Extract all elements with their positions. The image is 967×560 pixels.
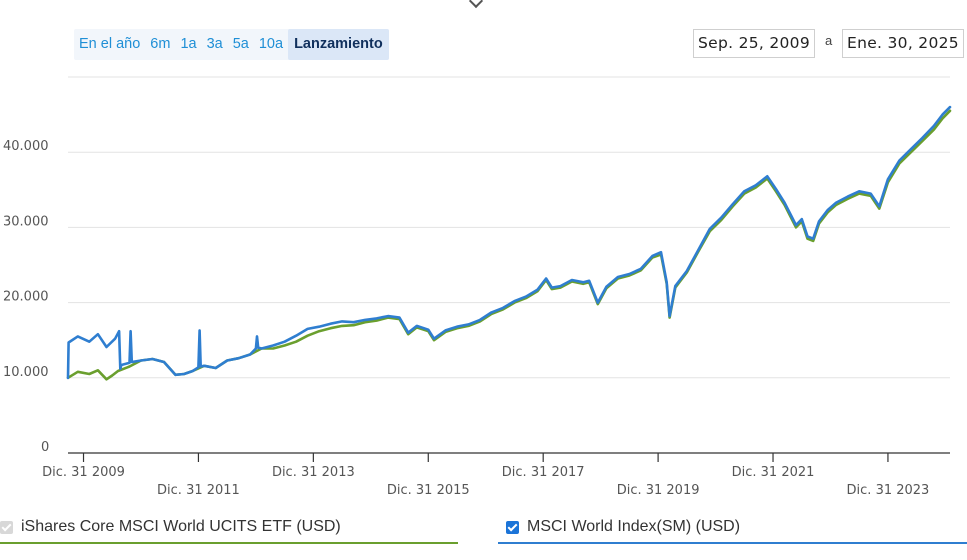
chart-x-axis-labels: Dic. 31 2009 Dic. 31 2011 Dic. 31 2013 Dic.…	[42, 465, 929, 498]
range-button-3y[interactable]: 3a	[206, 36, 223, 52]
chart-series-lines	[66, 105, 952, 381]
range-button-ytd[interactable]: En el año	[79, 36, 141, 52]
y-tick-label: 40.000	[3, 139, 49, 154]
chart-y-axis-labels: 0 10.000 20.000 30.000 40.000	[3, 139, 49, 455]
legend-item-index[interactable]: MSCI World Index(SM) (USD)	[498, 512, 967, 544]
y-tick-label: 20.000	[3, 290, 49, 305]
legend-label-index: MSCI World Index(SM) (USD)	[527, 518, 741, 535]
range-button-1y[interactable]: 1a	[180, 36, 197, 52]
x-tick-label: Dic. 31 2013	[272, 465, 355, 480]
x-tick-label: Dic. 31 2009	[42, 465, 125, 480]
x-tick-label: Dic. 31 2023	[847, 483, 930, 498]
range-button-since-inception[interactable]: Lanzamiento	[288, 29, 389, 60]
date-separator: a	[825, 33, 833, 48]
legend-checkbox-etf[interactable]	[0, 520, 13, 534]
series-line-index	[66, 105, 952, 380]
legend-checkbox-index[interactable]	[506, 520, 519, 534]
x-tick-label: Dic. 31 2019	[617, 483, 700, 498]
y-tick-label: 10.000	[3, 365, 49, 380]
x-tick-label: Dic. 31 2011	[157, 483, 240, 498]
date-to-input[interactable]: Ene. 30, 2025	[842, 29, 964, 58]
x-tick-label: Dic. 31 2017	[502, 465, 585, 480]
date-from-input[interactable]: Sep. 25, 2009	[693, 29, 815, 58]
range-button-10y[interactable]: 10a	[258, 36, 284, 52]
range-selector: En el año 6m 1a 3a 5a 10a Lanzamiento	[74, 29, 389, 60]
legend-item-etf[interactable]: iShares Core MSCI World UCITS ETF (USD)	[0, 512, 458, 544]
x-tick-label: Dic. 31 2021	[732, 465, 815, 480]
range-button-5y[interactable]: 5a	[232, 36, 249, 52]
y-tick-label: 30.000	[3, 214, 49, 229]
range-button-6m[interactable]: 6m	[150, 36, 171, 52]
y-tick-label: 0	[41, 440, 49, 455]
legend-label-etf: iShares Core MSCI World UCITS ETF (USD)	[21, 518, 341, 535]
x-tick-label: Dic. 31 2015	[387, 483, 470, 498]
chart-x-axis	[68, 452, 950, 462]
